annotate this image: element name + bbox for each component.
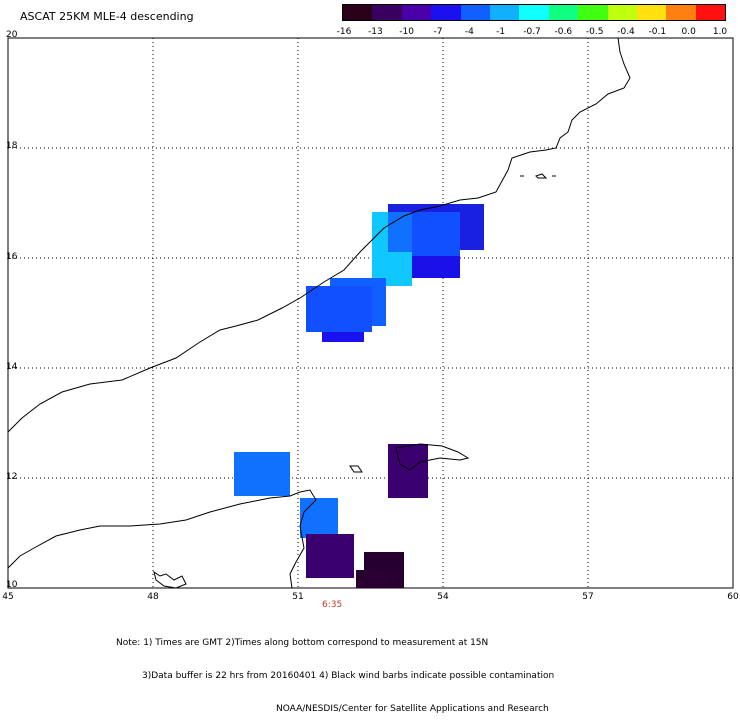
colorbar-swatch <box>401 5 432 20</box>
lat-label-14: 14 <box>6 362 18 372</box>
colorbar-labels: -16 -13 -10 -7 -4 -1 -0.7 -0.6 -0.5 -0.4 -0.1 0.0 1.… <box>330 27 740 39</box>
colorbar-swatch <box>666 5 696 20</box>
colorbar-tick-label: -16 <box>336 27 352 37</box>
colorbar-tick-label: 0.0 <box>681 27 696 37</box>
coastline <box>7 37 631 589</box>
lat-label-10: 10 <box>6 580 18 590</box>
colorbar-swatch <box>607 5 637 20</box>
footnotes: Note: 1) Times are GMT 2)Times along bot… <box>116 616 554 726</box>
colorbar-tick-label: -0.4 <box>617 27 635 37</box>
colorbar-tick-label: -10 <box>399 27 415 37</box>
lat-label-12: 12 <box>6 472 18 482</box>
colorbar-swatch <box>460 5 490 20</box>
note-line-1: Note: 1) Times are GMT 2)Times along bot… <box>116 638 489 648</box>
colorbar <box>342 4 726 21</box>
colorbar-swatch <box>489 5 520 20</box>
colorbar-tick-label: -0.1 <box>648 27 667 37</box>
colorbar-swatch <box>372 5 402 20</box>
note-line-2: 3)Data buffer is 22 hrs from 20160401 4)… <box>142 671 555 681</box>
colorbar-tick-label: -13 <box>367 27 383 37</box>
colorbar-swatch <box>519 5 549 20</box>
colorbar-swatch <box>636 5 667 20</box>
lon-label-45: 45 <box>2 592 14 602</box>
note-line-3: NOAA/NESDIS/Center for Satellite Applica… <box>276 704 549 714</box>
lon-label-48: 48 <box>147 592 159 602</box>
colorbar-tick-label: -0.5 <box>585 27 604 37</box>
lon-label-60: 60 <box>727 592 739 602</box>
data-cells <box>234 204 484 588</box>
lon-label-54: 54 <box>437 592 449 602</box>
lon-label-51: 51 <box>292 592 304 602</box>
colorbar-swatch <box>431 5 461 20</box>
lat-label-20: 20 <box>6 30 18 40</box>
colorbar-tick-label: -1 <box>496 27 506 37</box>
pass-time-label: 6:35 <box>322 600 343 610</box>
colorbar-tick-label: -0.6 <box>554 27 573 37</box>
map-plot <box>7 37 734 589</box>
colorbar-tick-label: -4 <box>464 27 474 37</box>
grid-lines <box>8 38 733 588</box>
lon-label-57: 57 <box>582 592 594 602</box>
colorbar-tick-label: -0.7 <box>523 27 541 37</box>
colorbar-swatch <box>578 5 608 20</box>
colorbar-swatch <box>343 5 373 20</box>
colorbar-swatch <box>548 5 579 20</box>
map-title: ASCAT 25KM MLE-4 descending <box>20 10 194 23</box>
lat-label-18: 18 <box>6 141 18 151</box>
lat-label-16: 16 <box>6 252 18 262</box>
colorbar-swatch <box>695 5 726 20</box>
colorbar-tick-label: 1.0 <box>712 27 728 37</box>
colorbar-tick-label: -7 <box>433 27 443 37</box>
